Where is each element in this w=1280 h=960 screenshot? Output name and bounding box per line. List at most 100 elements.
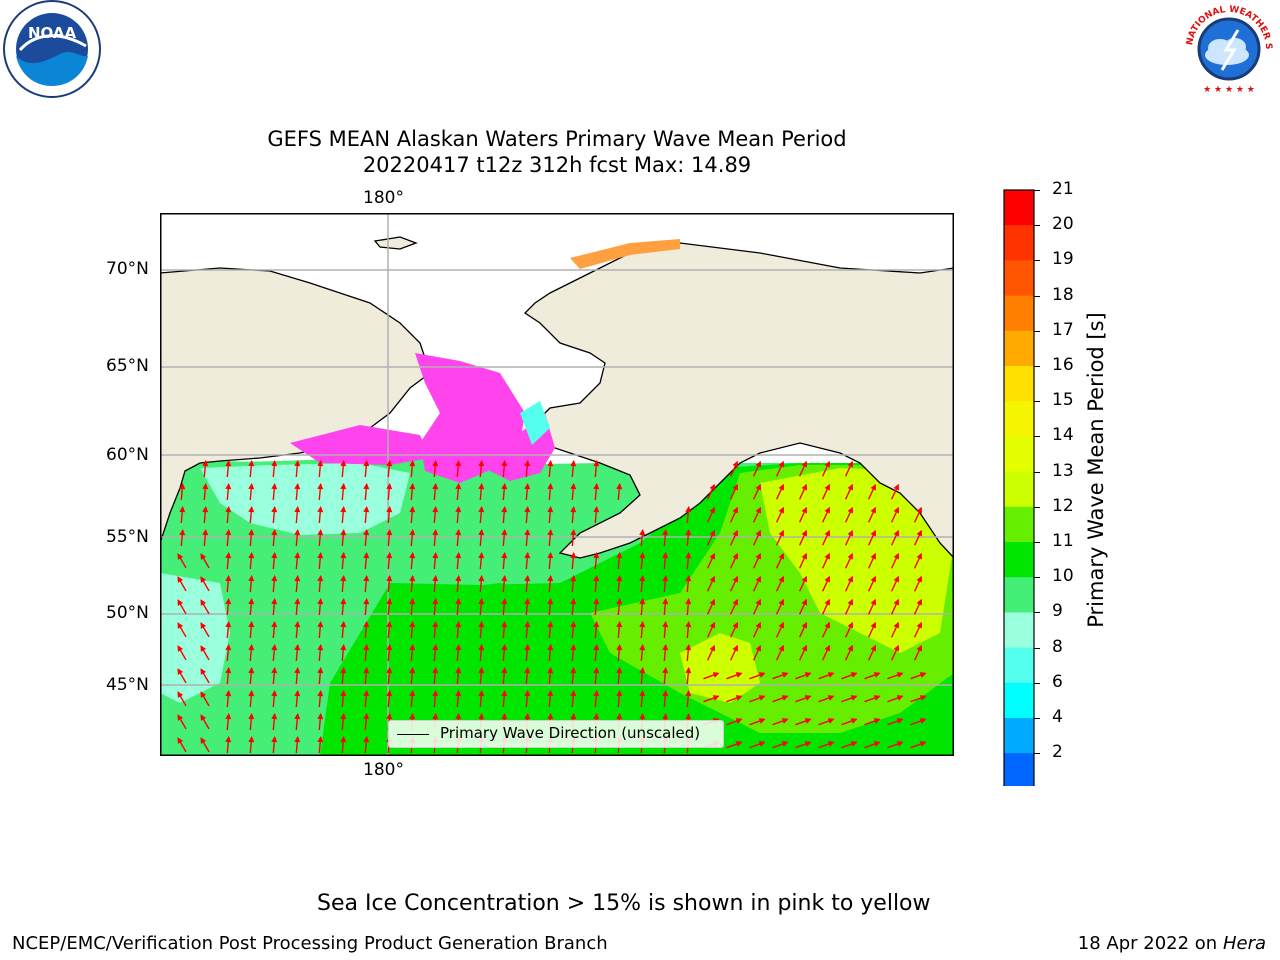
wave-arrow-head (593, 598, 600, 605)
wave-arrow-head (685, 667, 692, 674)
colorbar-tick-label: 10 (1052, 566, 1074, 587)
wave-arrow-head (685, 529, 692, 536)
wave-arrow-head (709, 575, 715, 583)
wave-arrow-head (824, 552, 830, 560)
wave-arrow-head (340, 713, 347, 720)
wave-arrow-head (639, 552, 646, 559)
wave-arrow-head (317, 713, 324, 720)
wave-arrow-head (317, 690, 324, 697)
colorbar-label: Primary Wave Mean Period [s] (1084, 312, 1108, 628)
wave-arrow-head (363, 667, 370, 674)
wave-arrow-head (386, 575, 393, 582)
wave-arrow-head (919, 741, 927, 747)
wave-arrow-head (202, 483, 209, 490)
wave-arrow-head (570, 621, 577, 628)
wave-arrow-head (248, 713, 255, 720)
colorbar-tick-mark (1034, 682, 1040, 684)
wave-arrow-head (248, 621, 255, 628)
wave-arrow-head (409, 690, 416, 697)
wave-arrow-head (873, 672, 881, 678)
wave-arrow-head (409, 713, 416, 720)
wave-arrow-head (317, 483, 324, 490)
wave-arrow-head (501, 460, 508, 467)
field-period-8-west (160, 573, 230, 703)
wave-arrow-head (735, 672, 743, 678)
wave-arrow-head (781, 741, 789, 747)
wave-arrow-head (639, 690, 646, 697)
lat-label-45: 45°N (106, 675, 149, 695)
lat-label-50: 50°N (106, 603, 149, 623)
wave-arrow-head (850, 695, 858, 701)
wave-arrow-head (386, 483, 393, 490)
wave-arrow-head (893, 621, 899, 629)
wave-arrow-head (616, 483, 623, 490)
wave-arrow-head (248, 506, 255, 513)
wave-arrow-head (177, 668, 184, 675)
wave-arrow-head (409, 460, 416, 467)
wave-arrow-head (919, 718, 927, 724)
wave-arrow-head (870, 621, 876, 629)
lon-label-top: 180° (363, 188, 404, 208)
wave-arrow-head (685, 598, 692, 605)
wave-arrow-head (225, 575, 232, 582)
wave-arrow-head (919, 672, 927, 678)
wave-arrow-head (177, 714, 184, 721)
graticule (160, 213, 954, 756)
wave-arrow-head (593, 644, 600, 651)
wave-arrow-head (732, 529, 738, 537)
wave-arrow-head (432, 460, 439, 467)
wave-arrow-head (662, 575, 669, 582)
wave-arrow-head (202, 460, 209, 467)
wave-arrow-head (363, 713, 370, 720)
colorbar-tick-mark (1034, 190, 1040, 191)
wave-arrow-head (363, 529, 370, 536)
wave-arrow-head (455, 575, 462, 582)
wave-arrow-head (778, 598, 784, 606)
wave-arrow-head (804, 672, 812, 678)
wave-arrow-head (824, 575, 830, 583)
wave-arrow-head (200, 691, 207, 698)
wave-arrow-head (409, 575, 416, 582)
wave-arrow-head (271, 506, 278, 513)
colorbar-segment (1004, 682, 1034, 719)
wave-arrow-head (732, 644, 738, 652)
wave-arrow-head (294, 598, 301, 605)
sea-ice-note: Sea Ice Concentration > 15% is shown in … (317, 891, 931, 916)
wave-arrow-head (363, 460, 370, 467)
wave-arrow-head (662, 598, 669, 605)
wave-arrow-head (893, 644, 899, 652)
colorbar-segment (1004, 190, 1034, 226)
wave-arrow-head (755, 552, 761, 560)
wave-arrow-head (893, 552, 899, 560)
wave-arrow-head (200, 737, 207, 744)
wave-arrow-head (709, 529, 715, 537)
wave-arrow-head (893, 575, 899, 583)
wave-arrow-head (501, 529, 508, 536)
wave-arrow-head (363, 736, 370, 743)
wave-arrow-head (893, 529, 899, 537)
colorbar-tick-mark (1034, 436, 1040, 438)
wave-arrow-head (294, 575, 301, 582)
wave-arrow-head (501, 644, 508, 651)
wave-arrow-head (824, 483, 830, 491)
wave-arrow-head (432, 621, 439, 628)
wave-arrow-head (317, 736, 324, 743)
colorbar-tick-mark (1034, 612, 1040, 614)
colorbar-tick-label: 12 (1052, 495, 1074, 516)
wave-arrow-head (847, 621, 853, 629)
wave-arrow-head (409, 598, 416, 605)
wave-arrow-head (547, 552, 554, 559)
colorbar-tick-mark (1034, 471, 1040, 473)
wave-arrow-head (317, 506, 324, 513)
legend-line-swatch (397, 734, 429, 735)
wave-arrow-head (501, 575, 508, 582)
wave-arrow-head (616, 690, 623, 697)
sea-ice-beaufort-edge (570, 239, 680, 269)
wave-arrow-head (662, 552, 669, 559)
wave-arrow-head (200, 599, 207, 606)
wave-arrow-head (547, 575, 554, 582)
wave-arrow-head (501, 598, 508, 605)
wave-arrow-head (755, 483, 761, 491)
wave-arrow-head (685, 552, 692, 559)
wave-arrow-head (294, 460, 301, 467)
